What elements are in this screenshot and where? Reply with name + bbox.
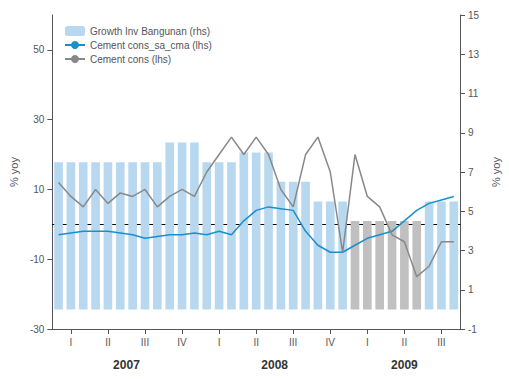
svg-text:III: III xyxy=(437,337,445,348)
svg-text:13: 13 xyxy=(468,49,480,60)
svg-text:10: 10 xyxy=(33,184,45,195)
svg-text:-30: -30 xyxy=(30,324,45,335)
svg-text:1: 1 xyxy=(468,284,474,295)
svg-text:11: 11 xyxy=(468,88,479,99)
svg-text:Cement cons_sa_cma (lhs): Cement cons_sa_cma (lhs) xyxy=(90,40,212,51)
svg-text:% yoy: % yoy xyxy=(8,157,20,187)
svg-text:II: II xyxy=(105,337,111,348)
svg-text:7: 7 xyxy=(468,167,474,178)
svg-text:III: III xyxy=(289,337,297,348)
svg-text:Growth Inv Bangunan (rhs): Growth Inv Bangunan (rhs) xyxy=(90,26,210,37)
svg-text:Cement cons (lhs): Cement cons (lhs) xyxy=(90,54,171,65)
svg-text:IV: IV xyxy=(326,337,336,348)
svg-text:II: II xyxy=(402,337,408,348)
svg-text:50: 50 xyxy=(33,44,45,55)
svg-text:I: I xyxy=(69,337,72,348)
svg-text:2007: 2007 xyxy=(113,358,140,372)
svg-text:2009: 2009 xyxy=(391,358,418,372)
svg-text:I: I xyxy=(366,337,369,348)
svg-text:IV: IV xyxy=(177,337,187,348)
svg-text:5: 5 xyxy=(468,206,474,217)
svg-text:30: 30 xyxy=(33,114,45,125)
svg-text:15: 15 xyxy=(468,10,480,21)
svg-text:III: III xyxy=(141,337,149,348)
svg-text:3: 3 xyxy=(468,245,474,256)
svg-text:-1: -1 xyxy=(468,324,477,335)
svg-text:2008: 2008 xyxy=(261,358,288,372)
svg-text:9: 9 xyxy=(468,127,474,138)
svg-text:I: I xyxy=(218,337,221,348)
svg-text:% yoy: % yoy xyxy=(490,157,502,187)
svg-text:II: II xyxy=(253,337,259,348)
svg-text:-10: -10 xyxy=(30,254,45,265)
